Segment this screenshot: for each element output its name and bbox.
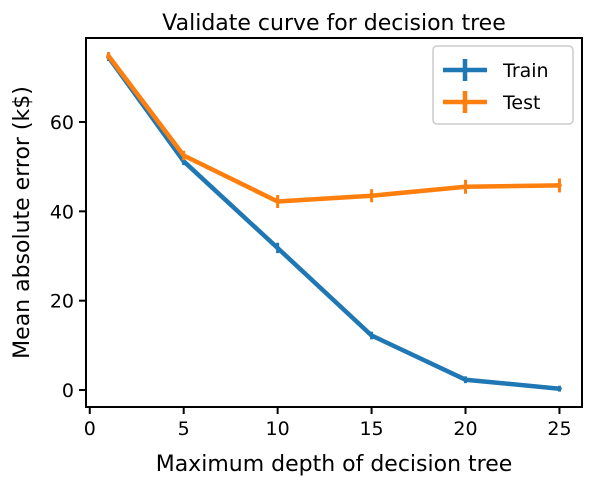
data-point (275, 199, 280, 204)
data-point (463, 377, 468, 382)
data-point (557, 183, 562, 188)
data-point (106, 53, 111, 59)
data-point (463, 184, 468, 189)
plot-area (106, 52, 562, 392)
chart-title: Validate curve for decision tree (162, 11, 505, 36)
y-tick-label: 60 (50, 112, 74, 134)
x-tick-label: 10 (266, 418, 290, 440)
y-axis-label: Mean absolute error (k$) (10, 86, 35, 359)
series-line-train (106, 54, 562, 391)
x-tick-label: 0 (84, 418, 96, 440)
legend-frame (432, 45, 574, 125)
data-point (275, 245, 280, 251)
data-point (557, 386, 562, 391)
axes-frame (85, 37, 583, 408)
data-point (369, 193, 374, 198)
y-tick-label: 0 (62, 380, 74, 402)
data-point (181, 153, 186, 158)
y-tick-label: 40 (50, 201, 74, 223)
y-tick-label: 20 (50, 291, 74, 313)
x-tick-label: 20 (453, 418, 477, 440)
x-tick-label: 25 (547, 418, 571, 440)
x-axis-label: Maximum depth of decision tree (156, 452, 513, 477)
axis-ticks: 0 5 10 15 20 25 0 20 40 60 (50, 112, 572, 440)
legend-label-train: Train (502, 60, 549, 82)
data-point (369, 333, 374, 338)
legend: Train Test (432, 45, 574, 125)
x-tick-label: 15 (359, 418, 383, 440)
legend-label-test: Test (502, 92, 540, 114)
x-tick-label: 5 (178, 418, 190, 440)
series-line-test (106, 53, 562, 204)
